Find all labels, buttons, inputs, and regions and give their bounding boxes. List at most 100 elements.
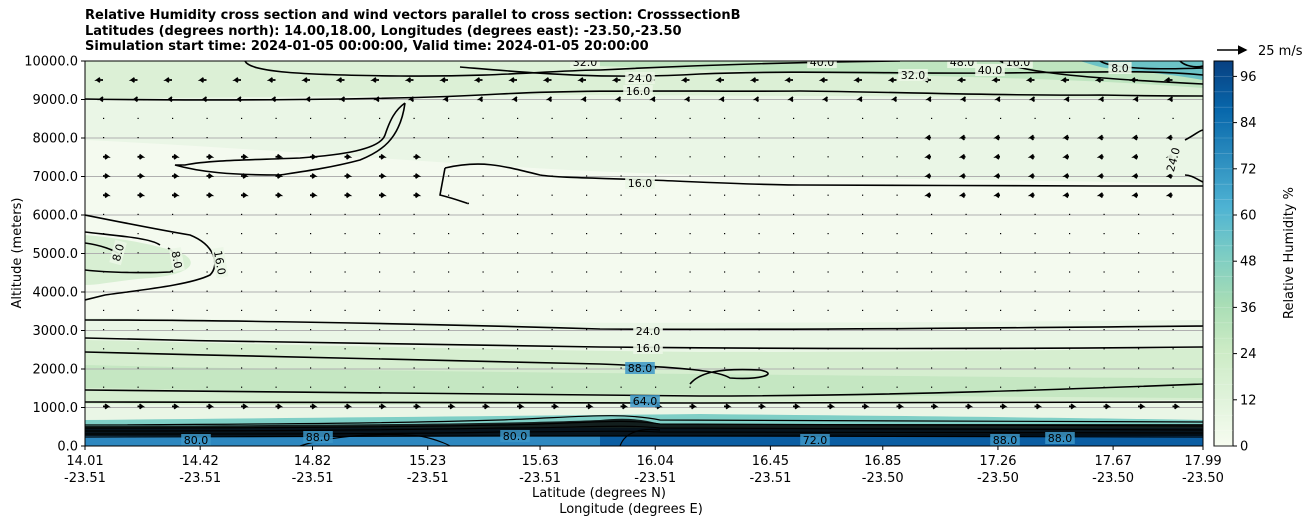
wind-vector [1000, 403, 1008, 410]
x-tick-label-lon: -23.51 [292, 471, 334, 486]
wind-vector [172, 173, 180, 179]
wind-vector [137, 173, 146, 179]
contour-label: 16.0 [1003, 61, 1033, 69]
contour-label-text: 88.0 [628, 362, 653, 375]
chart-title: Relative Humidity cross section and wind… [85, 8, 741, 55]
contour-label-bg [625, 72, 655, 84]
wind-vector [379, 403, 387, 410]
colorbar-tick-label: 0 [1240, 440, 1248, 455]
contour-label-text: 16.0 [636, 342, 661, 355]
wind-vector [103, 173, 111, 179]
wind-vector [1097, 96, 1105, 103]
y-tick-label: 10000.0 [24, 55, 78, 70]
contour-label: 88.0 [303, 431, 333, 444]
wind-vector [413, 403, 422, 410]
x-tick-label-lon: -23.51 [749, 471, 791, 486]
contour-label-text: 40.0 [978, 64, 1003, 77]
wind-vector [266, 77, 276, 83]
contour-label-bg [947, 61, 977, 68]
contour-label-text: 8.0 [1111, 62, 1129, 75]
wind-vector [856, 96, 863, 103]
wind-vector [344, 153, 353, 160]
wind-vector [241, 153, 249, 160]
wind-vector [611, 77, 621, 83]
y-axis-label: Altitude (meters) [10, 198, 25, 309]
wind-vector [896, 403, 905, 410]
wind-vector [931, 403, 939, 410]
contour-label-text: 8.0 [110, 242, 127, 262]
wind-vector [1062, 153, 1069, 160]
contour-line [439, 167, 469, 205]
wind-vector [793, 403, 801, 410]
wind-vector [993, 134, 1000, 141]
x-axis-ticks: 14.01 -23.51 14.42 -23.51 14.82 -23.51 15.23 -2… [64, 446, 1224, 486]
contour-label-text: 16.0 [628, 177, 653, 190]
wind-vector [1172, 403, 1181, 410]
contour-label-text: 88.0 [1048, 432, 1073, 445]
wind-vector [1165, 173, 1173, 179]
x-tick-label-lon: -23.51 [634, 471, 676, 486]
wind-vector [580, 96, 587, 103]
wind-vector [128, 77, 138, 83]
wind-vector [1131, 134, 1138, 141]
x-tick-label-lat: 17.99 [1184, 454, 1221, 469]
contour-label-text: 72.0 [803, 434, 828, 447]
contour-line [1184, 129, 1203, 141]
wind-vector [1165, 134, 1173, 141]
wind-vector [551, 403, 560, 410]
wind-vector [1062, 192, 1069, 199]
wind-vector [103, 403, 111, 410]
wind-vector [448, 403, 456, 410]
colorbar-tick-label: 24 [1240, 347, 1257, 362]
contour-label-text: 24.0 [1164, 146, 1183, 173]
wind-vector [413, 173, 422, 179]
x-tick-label-lon: -23.51 [519, 471, 561, 486]
wind-vector [439, 77, 448, 83]
wind-vector [924, 153, 931, 160]
contour-label-bg [630, 395, 660, 407]
contour-line [85, 231, 161, 246]
contour-label-text: 88.0 [993, 434, 1018, 447]
wind-vector [197, 77, 207, 83]
contour-label-text: 24.0 [628, 72, 653, 85]
wind-vector [301, 77, 310, 83]
contour-label: 40.0 [975, 64, 1005, 77]
wind-vector [275, 192, 284, 199]
contour-label: 32.0 [898, 69, 928, 82]
wind-vector [172, 192, 180, 199]
wind-vector [473, 77, 483, 83]
contour-label-text: 8.0 [169, 250, 185, 269]
contour-label: 16.0 [633, 342, 663, 355]
contour-label: 88.0 [625, 362, 655, 375]
contour-label-bg [800, 434, 830, 446]
wind-vector [1131, 153, 1138, 160]
wind-vector [172, 403, 180, 410]
contour-label: 8.0 [169, 247, 185, 273]
wind-vector [965, 403, 974, 410]
wind-vector [310, 173, 318, 179]
quiver-key: 25 m/s [1217, 44, 1303, 59]
contour-label: 32.0 [570, 61, 600, 69]
x-tick-label-lat: 14.01 [66, 454, 103, 469]
wind-vector [137, 153, 146, 160]
contour-label-bg [303, 431, 333, 443]
wind-vector [379, 173, 387, 179]
wind-vector [379, 153, 387, 160]
contour-label-text: 24.0 [636, 325, 661, 338]
wind-vector [232, 77, 241, 83]
wind-vector [163, 77, 172, 83]
wind-vector [586, 403, 594, 410]
wind-vector [1165, 192, 1173, 199]
y-tick-label: 8000.0 [33, 132, 79, 147]
contour-label-text: 32.0 [901, 69, 926, 82]
wind-vector [310, 403, 318, 410]
wind-vector [787, 96, 794, 103]
title-line-2: Latitudes (degrees north): 14.00,18.00, … [85, 23, 682, 39]
wind-vector [542, 77, 552, 83]
quiver-key-label: 25 m/s [1258, 44, 1303, 59]
colorbar-bands [1214, 76, 1233, 447]
wind-vector [1027, 153, 1035, 160]
contour-label: 80.0 [500, 430, 530, 443]
surface-dark-band [85, 418, 1203, 436]
wind-vector [1131, 173, 1138, 179]
